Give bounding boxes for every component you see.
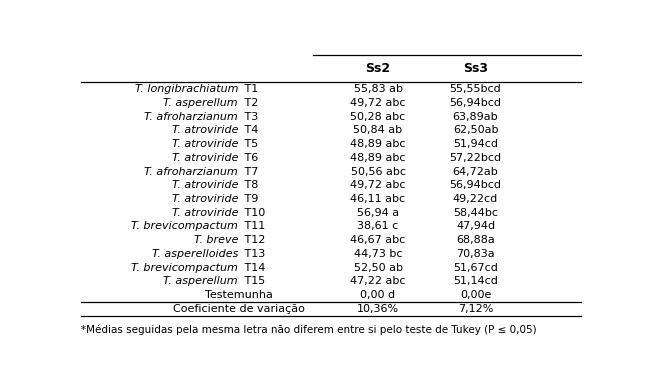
Text: 63,89ab: 63,89ab (453, 112, 499, 122)
Text: 7,12%: 7,12% (458, 304, 493, 314)
Text: T. brevicompactum: T. brevicompactum (131, 221, 238, 231)
Text: T. afroharzianum: T. afroharzianum (144, 112, 238, 122)
Text: 46,11 abc: 46,11 abc (350, 194, 406, 204)
Text: 38,61 c: 38,61 c (357, 221, 399, 231)
Text: T. asperellum: T. asperellum (163, 98, 238, 108)
Text: T. atroviride: T. atroviride (172, 208, 238, 218)
Text: T12: T12 (241, 235, 265, 245)
Text: 50,28 abc: 50,28 abc (350, 112, 406, 122)
Text: T. atroviride: T. atroviride (172, 194, 238, 204)
Text: 62,50ab: 62,50ab (453, 125, 499, 135)
Text: 55,55bcd: 55,55bcd (450, 84, 501, 94)
Text: 0,00e: 0,00e (460, 290, 491, 300)
Text: T3: T3 (241, 112, 258, 122)
Text: Ss2: Ss2 (366, 62, 391, 75)
Text: 49,72 abc: 49,72 abc (350, 180, 406, 190)
Text: T5: T5 (241, 139, 258, 149)
Text: 64,72ab: 64,72ab (453, 166, 499, 176)
Text: 44,73 bc: 44,73 bc (354, 249, 402, 259)
Text: 49,22cd: 49,22cd (453, 194, 498, 204)
Text: 68,88a: 68,88a (456, 235, 495, 245)
Text: T. atroviride: T. atroviride (172, 139, 238, 149)
Text: 47,22 abc: 47,22 abc (350, 276, 406, 287)
Text: T. atroviride: T. atroviride (172, 180, 238, 190)
Text: T1: T1 (241, 84, 258, 94)
Text: 57,22bcd: 57,22bcd (450, 153, 502, 163)
Text: T13: T13 (241, 249, 265, 259)
Text: 47,94d: 47,94d (456, 221, 495, 231)
Text: Testemunha: Testemunha (205, 290, 273, 300)
Text: 0,00 d: 0,00 d (361, 290, 395, 300)
Text: 46,67 abc: 46,67 abc (350, 235, 406, 245)
Text: 56,94bcd: 56,94bcd (450, 98, 502, 108)
Text: *Médias seguidas pela mesma letra não diferem entre si pelo teste de Tukey (P ≤ : *Médias seguidas pela mesma letra não di… (81, 325, 536, 335)
Text: 10,36%: 10,36% (357, 304, 399, 314)
Text: 70,83a: 70,83a (456, 249, 495, 259)
Text: T. asperellum: T. asperellum (163, 276, 238, 287)
Text: 55,83 ab: 55,83 ab (353, 84, 402, 94)
Text: 52,50 ab: 52,50 ab (353, 263, 402, 272)
Text: 51,94cd: 51,94cd (453, 139, 498, 149)
Text: Ss3: Ss3 (463, 62, 488, 75)
Text: T. longibrachiatum: T. longibrachiatum (135, 84, 238, 94)
Text: T. afroharzianum: T. afroharzianum (144, 166, 238, 176)
Text: 49,72 abc: 49,72 abc (350, 98, 406, 108)
Text: T. brevicompactum: T. brevicompactum (131, 263, 238, 272)
Text: T. atroviride: T. atroviride (172, 153, 238, 163)
Text: T10: T10 (241, 208, 265, 218)
Text: 48,89 abc: 48,89 abc (350, 139, 406, 149)
Text: T. asperelloides: T. asperelloides (152, 249, 238, 259)
Text: 48,89 abc: 48,89 abc (350, 153, 406, 163)
Text: T. breve: T. breve (194, 235, 238, 245)
Text: T14: T14 (241, 263, 265, 272)
Text: T7: T7 (241, 166, 258, 176)
Text: Coeficiente de variação: Coeficiente de variação (174, 304, 305, 314)
Text: T2: T2 (241, 98, 258, 108)
Text: 56,94 a: 56,94 a (357, 208, 399, 218)
Text: T11: T11 (241, 221, 265, 231)
Text: T15: T15 (241, 276, 265, 287)
Text: 51,67cd: 51,67cd (453, 263, 498, 272)
Text: 56,94bcd: 56,94bcd (450, 180, 502, 190)
Text: T6: T6 (241, 153, 258, 163)
Text: T. atroviride: T. atroviride (172, 125, 238, 135)
Text: 58,44bc: 58,44bc (453, 208, 498, 218)
Text: 50,84 ab: 50,84 ab (353, 125, 402, 135)
Text: 51,14cd: 51,14cd (453, 276, 498, 287)
Text: 50,56 abc: 50,56 abc (350, 166, 406, 176)
Text: T9: T9 (241, 194, 258, 204)
Text: T4: T4 (241, 125, 258, 135)
Text: T8: T8 (241, 180, 258, 190)
